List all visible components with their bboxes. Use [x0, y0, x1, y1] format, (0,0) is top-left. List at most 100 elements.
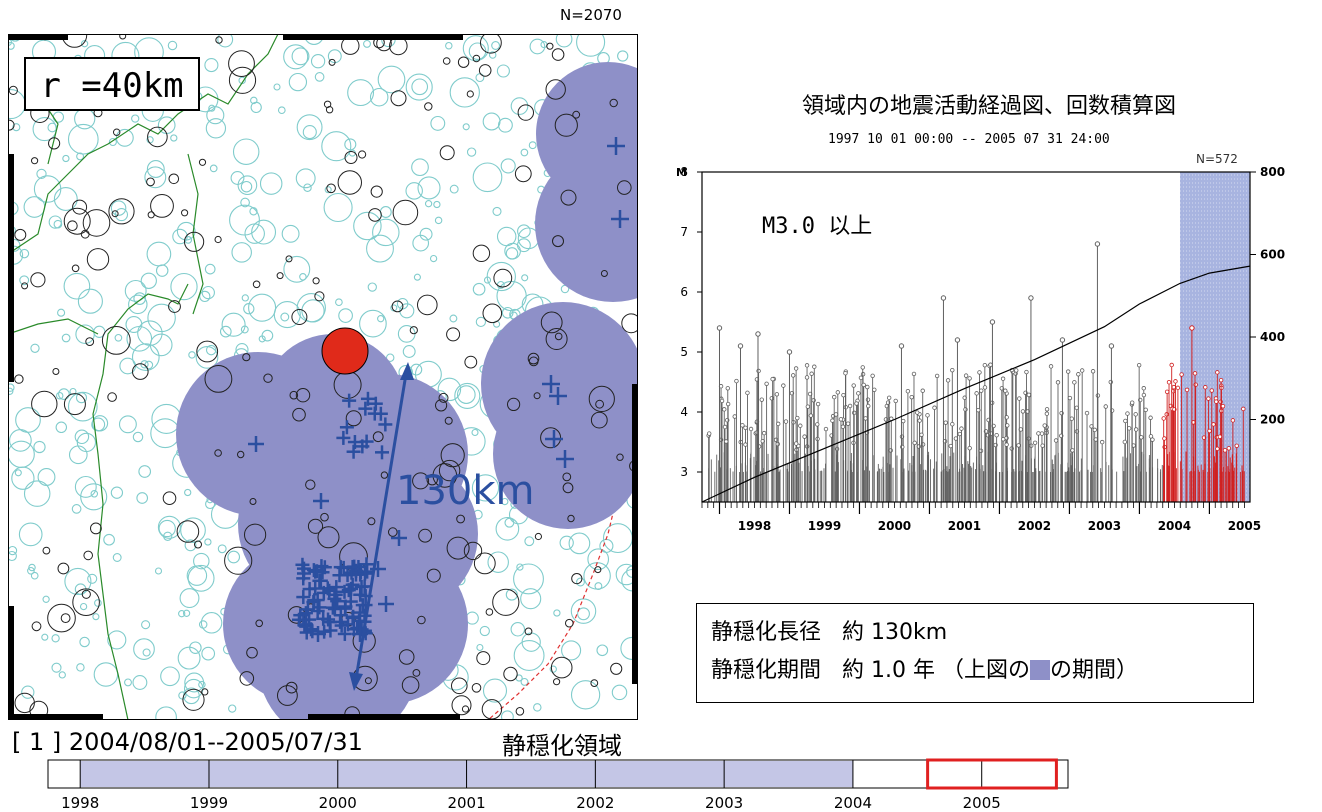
map-panel: 130km [8, 34, 638, 720]
quake-circle [147, 303, 176, 333]
quake-circle-dark [533, 392, 541, 400]
quake-circle [359, 309, 387, 338]
x-tick-label: 2004 [1158, 519, 1191, 533]
quake-circle-dark [325, 106, 334, 114]
event-marker [1000, 437, 1006, 442]
quake-circle [15, 407, 41, 433]
event-marker [1150, 437, 1155, 442]
quake-circle [486, 261, 516, 292]
quake-circle-dark [198, 158, 207, 166]
quake-circle-dark [31, 157, 39, 165]
quake-circle [136, 492, 149, 504]
quake-circle-dark [515, 707, 525, 716]
cross-mark [368, 396, 383, 411]
quake-circle [76, 152, 85, 161]
cross-mark [338, 599, 353, 614]
quake-circle [295, 168, 316, 189]
quake-circle [132, 675, 148, 690]
quake-circle [468, 42, 487, 60]
quake-circle [479, 625, 490, 637]
event-marker [959, 426, 964, 431]
quake-circle-dark [554, 113, 578, 137]
quake-circle [154, 567, 163, 575]
cross-mark [359, 434, 374, 449]
quake-circle [456, 385, 476, 404]
quake-circle [570, 680, 601, 710]
quake-circle-dark [224, 546, 253, 575]
quake-circle-dark [492, 588, 520, 616]
quake-circle-dark [534, 532, 543, 541]
event-marker-notable [1059, 337, 1066, 343]
graph-date-range: 1997 10 01 00:00 -- 2005 07 31 24:00 [828, 132, 1110, 147]
quake-circle [576, 577, 585, 587]
quake-circle [417, 176, 441, 200]
event-marker [1042, 423, 1047, 428]
quake-circle-dark [446, 327, 461, 342]
quake-circle [200, 612, 223, 634]
quake-circle [119, 357, 137, 375]
quake-circle-dark [595, 399, 604, 409]
event-marker [734, 378, 739, 384]
event-marker [1192, 371, 1198, 376]
quake-circle [80, 40, 89, 48]
event-marker [858, 375, 864, 381]
quake-circle-dark [473, 552, 496, 575]
quake-circle [8, 550, 17, 562]
event-marker [852, 410, 857, 416]
event-marker-notable [954, 337, 961, 343]
quake-circle-dark [398, 649, 415, 665]
quake-circle [69, 387, 77, 396]
quake-circle-dark [57, 562, 70, 575]
quake-circle-dark [63, 393, 86, 416]
quake-circle-dark [517, 104, 534, 121]
cross-mark [317, 624, 332, 639]
cross-mark [354, 579, 369, 594]
length-value: 約 130km [842, 620, 948, 645]
event-marker [851, 383, 856, 388]
quake-circle [576, 34, 606, 57]
cross-mark [352, 626, 368, 642]
quake-circle-dark [132, 363, 149, 380]
quake-circle [299, 273, 307, 281]
event-marker [1143, 407, 1148, 413]
quake-circle-dark [181, 209, 189, 217]
quake-circle-dark [14, 374, 24, 384]
quake-circle [27, 566, 35, 575]
quake-circle [553, 609, 561, 617]
quake-circle [283, 44, 309, 70]
event-marker [1065, 369, 1071, 374]
quake-circle-dark [380, 471, 389, 479]
quake-circle [273, 301, 301, 329]
cross-mark [248, 436, 264, 452]
quake-circle [521, 274, 529, 282]
event-marker [1103, 404, 1108, 409]
quake-circle-dark [560, 189, 577, 206]
cross-mark [358, 566, 373, 581]
event-marker [1026, 392, 1032, 398]
quake-circle [240, 325, 249, 334]
quake-circle [496, 64, 510, 78]
event-marker [1039, 431, 1045, 436]
event-marker [1179, 372, 1184, 377]
quake-circle-dark [493, 268, 513, 288]
quake-circle [241, 294, 249, 302]
quake-circle-dark [409, 326, 418, 335]
event-marker [743, 442, 748, 447]
event-marker [872, 387, 877, 392]
quake-circle-dark [176, 520, 200, 543]
event-marker [915, 410, 920, 415]
event-marker [943, 420, 948, 425]
quake-circle [62, 154, 70, 163]
event-marker [1230, 418, 1236, 423]
quake-circle-dark [507, 397, 521, 411]
quake-circle-dark [446, 536, 470, 560]
quake-circle [559, 535, 574, 550]
quake-circle-dark [255, 619, 263, 628]
quake-circle [516, 563, 524, 571]
event-marker [1067, 395, 1073, 401]
quake-circle [248, 293, 277, 322]
event-marker [1161, 416, 1166, 421]
cross-mark [339, 420, 354, 435]
quake-circle [132, 431, 144, 443]
quake-circle [513, 640, 545, 671]
